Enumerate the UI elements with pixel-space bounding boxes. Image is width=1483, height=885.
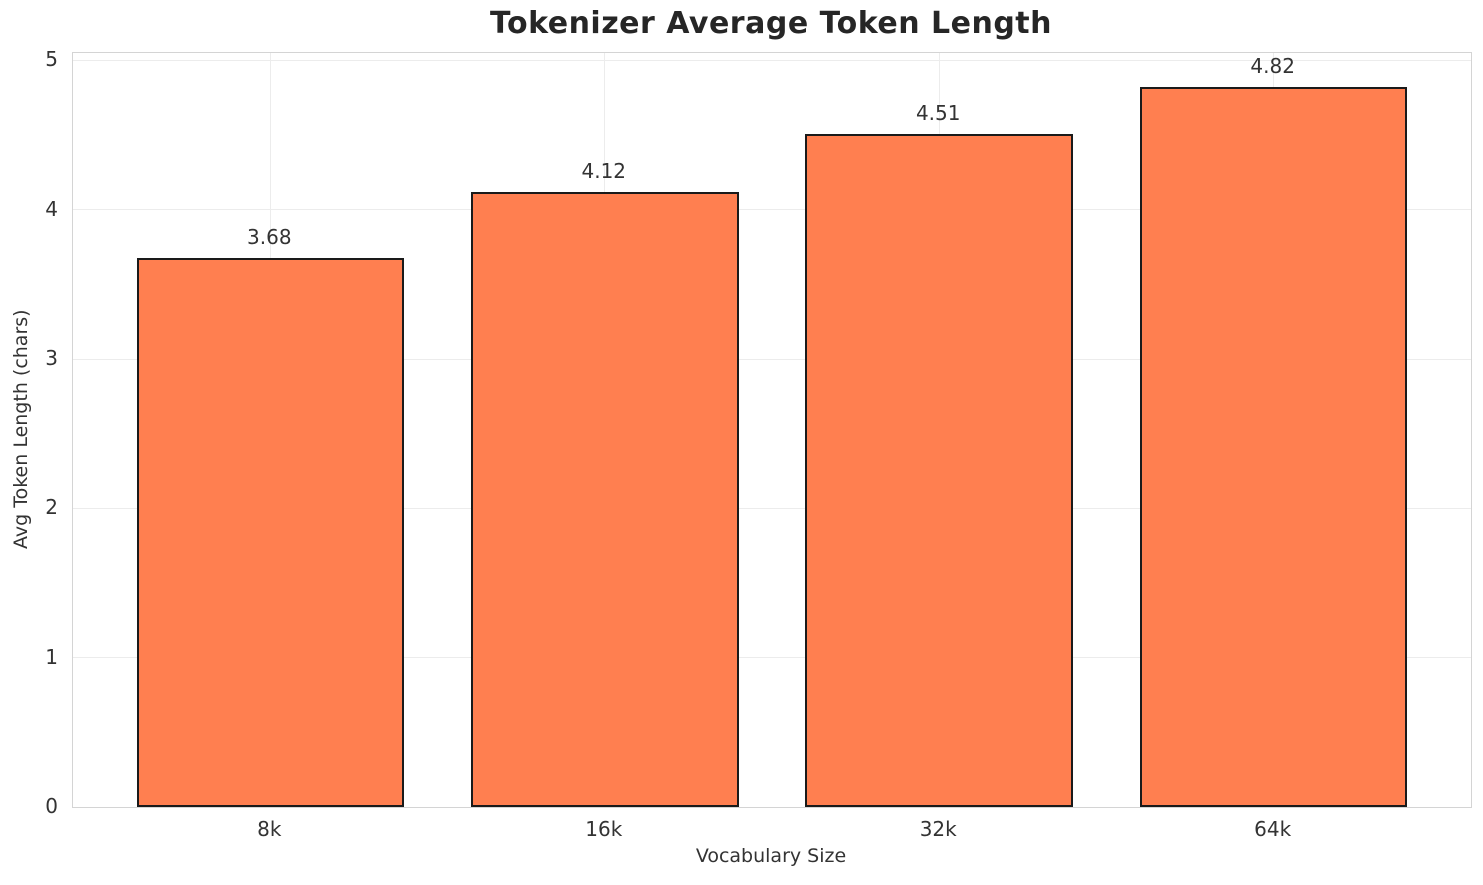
h-gridline: [73, 507, 1471, 509]
bar-value-label: 4.51: [915, 100, 961, 125]
y-tick-label: 4: [45, 196, 58, 221]
h-gridline: [73, 358, 1471, 360]
bar: [470, 191, 739, 807]
y-tick-label: 3: [45, 346, 58, 371]
plot-area: [72, 52, 1472, 808]
y-tick-label: 5: [45, 47, 58, 72]
bar-value-label: 4.82: [1250, 54, 1295, 79]
bar-value-label: 3.68: [247, 224, 292, 249]
bar: [1139, 87, 1408, 807]
bar: [136, 257, 405, 807]
chart-title: Tokenizer Average Token Length: [489, 6, 1052, 41]
bar: [805, 133, 1073, 807]
x-tick-label: 64k: [1254, 817, 1292, 841]
x-tick-label: 16k: [585, 817, 623, 841]
h-gridline: [73, 209, 1471, 211]
h-gridline: [73, 59, 1471, 61]
bar-value-label: 4.12: [581, 158, 627, 183]
y-axis-label: Avg Token Length (chars): [10, 309, 32, 549]
x-axis-label: Vocabulary Size: [695, 845, 847, 867]
h-gridline: [73, 657, 1471, 659]
y-tick-label: 1: [45, 644, 58, 669]
y-tick-label: 2: [45, 495, 58, 520]
x-tick-label: 8k: [257, 817, 282, 841]
y-tick-label: 0: [45, 794, 58, 818]
x-tick-label: 32k: [919, 817, 957, 841]
